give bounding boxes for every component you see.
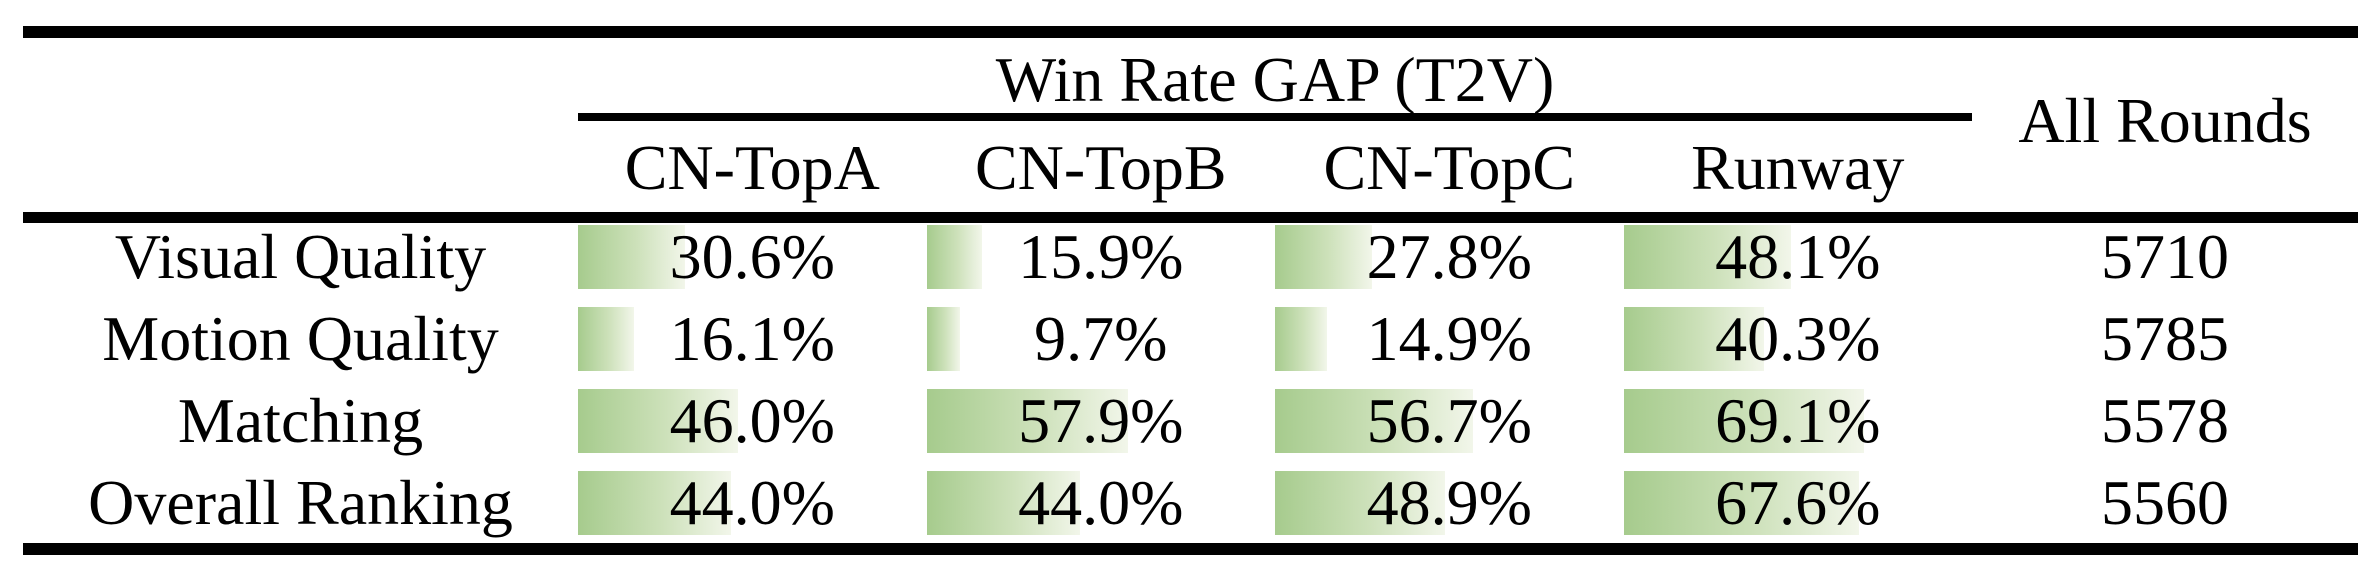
row-label: Overall Ranking xyxy=(88,467,513,538)
data-cell: 46.0% xyxy=(578,380,927,462)
win-rate-value: 16.1% xyxy=(669,303,835,374)
column-header-cn-topa: CN-TopA xyxy=(624,132,880,203)
data-cell: 40.3% xyxy=(1623,298,1973,380)
win-rate-value: 27.8% xyxy=(1366,221,1532,292)
win-rate-value: 48.9% xyxy=(1366,467,1532,538)
win-rate-value: 67.6% xyxy=(1715,467,1881,538)
table-body: Visual Quality 30.6% 15.9% 27.8% 48.1% 5… xyxy=(0,216,2376,544)
data-cell: 15.9% xyxy=(926,216,1276,298)
win-rate-value: 30.6% xyxy=(669,221,835,292)
all-rounds-value: 5785 xyxy=(2101,303,2229,374)
all-rounds-value: 5560 xyxy=(2101,467,2229,538)
win-rate-bar xyxy=(1623,307,1764,371)
win-rate-value: 44.0% xyxy=(669,467,835,538)
row-label: Matching xyxy=(177,385,424,456)
win-rate-bar xyxy=(578,225,685,289)
win-rate-bar xyxy=(926,389,1129,453)
win-rate-value: 48.1% xyxy=(1715,221,1881,292)
win-rate-value: 44.0% xyxy=(1018,467,1184,538)
table-row-matching: Matching 46.0% 57.9% 56.7% 69.1% 5578 xyxy=(0,380,2376,462)
win-rate-value: 57.9% xyxy=(1018,385,1184,456)
data-cell: 44.0% xyxy=(578,462,927,544)
group-header-underline xyxy=(578,113,1972,121)
win-rate-bar xyxy=(926,225,982,289)
win-rate-value: 40.3% xyxy=(1715,303,1881,374)
data-cell: 69.1% xyxy=(1623,380,1973,462)
win-rate-bar xyxy=(926,471,1080,535)
all-rounds-value: 5578 xyxy=(2101,385,2229,456)
table-row-motion-quality: Motion Quality 16.1% 9.7% 14.9% 40.3% 57… xyxy=(0,298,2376,380)
win-rate-bar xyxy=(1623,389,1865,453)
data-cell: 48.9% xyxy=(1275,462,1624,544)
win-rate-value: 46.0% xyxy=(669,385,835,456)
column-header-all-rounds: All Rounds xyxy=(2018,85,2312,156)
data-cell: 16.1% xyxy=(578,298,927,380)
win-rate-bar xyxy=(578,389,739,453)
win-rate-bar xyxy=(1275,225,1372,289)
model-column-headers: CN-TopA CN-TopB CN-TopC Runway xyxy=(578,130,1972,206)
top-rule xyxy=(23,26,2358,38)
win-rate-bar xyxy=(1275,471,1446,535)
table-row-visual-quality: Visual Quality 30.6% 15.9% 27.8% 48.1% 5… xyxy=(0,216,2376,298)
win-rate-bar xyxy=(1623,471,1860,535)
win-rate-value: 56.7% xyxy=(1366,385,1532,456)
win-rate-value: 15.9% xyxy=(1018,221,1184,292)
header-body-rule xyxy=(23,212,2358,223)
column-header-runway: Runway xyxy=(1691,132,1905,203)
win-rate-bar xyxy=(1275,389,1473,453)
data-cell: 67.6% xyxy=(1623,462,1973,544)
win-rate-bar xyxy=(578,307,635,371)
win-rate-bar xyxy=(926,307,961,371)
group-header-win-rate-gap: Win Rate GAP (T2V) xyxy=(995,44,1555,115)
bottom-rule xyxy=(23,543,2358,555)
column-header-cn-topc: CN-TopC xyxy=(1323,132,1576,203)
data-cell: 44.0% xyxy=(926,462,1276,544)
data-cell: 56.7% xyxy=(1275,380,1624,462)
data-cell: 9.7% xyxy=(926,298,1276,380)
data-cell: 27.8% xyxy=(1275,216,1624,298)
data-cell: 48.1% xyxy=(1623,216,1973,298)
win-rate-value: 69.1% xyxy=(1715,385,1881,456)
win-rate-bar xyxy=(1623,225,1792,289)
row-label: Motion Quality xyxy=(102,303,499,374)
all-rounds-value: 5710 xyxy=(2101,221,2229,292)
data-cell: 57.9% xyxy=(926,380,1276,462)
win-rate-bar xyxy=(578,471,732,535)
win-rate-value: 9.7% xyxy=(1034,303,1168,374)
win-rate-value: 14.9% xyxy=(1366,303,1532,374)
column-header-cn-topb: CN-TopB xyxy=(974,132,1227,203)
data-cell: 30.6% xyxy=(578,216,927,298)
win-rate-bar xyxy=(1275,307,1327,371)
table-row-overall-ranking: Overall Ranking 44.0% 44.0% 48.9% 67.6% … xyxy=(0,462,2376,544)
row-label: Visual Quality xyxy=(114,221,487,292)
data-cell: 14.9% xyxy=(1275,298,1624,380)
